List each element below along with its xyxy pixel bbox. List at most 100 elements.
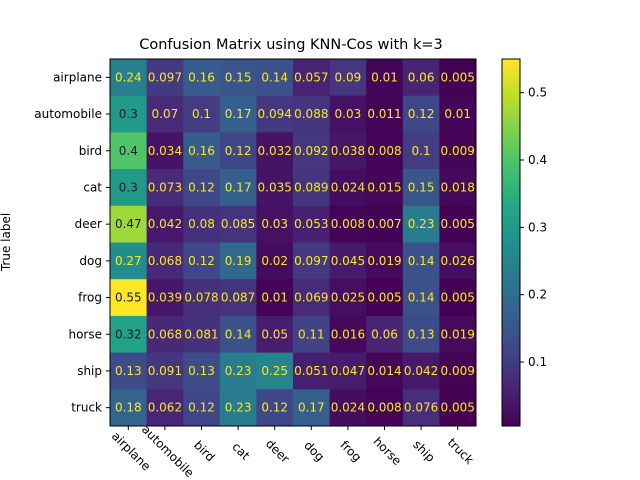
heatmap-cell-ship-airplane <box>110 352 148 390</box>
cell-value-deer-frog: 0.008 <box>331 217 365 231</box>
heatmap-cell-frog-deer <box>256 279 294 317</box>
cell-value-ship-truck: 0.009 <box>441 364 475 378</box>
x-tick-label-frog: frog <box>337 438 364 465</box>
colorbar-tick-label: 0.2 <box>528 288 547 302</box>
heatmap-cell-truck-horse <box>366 389 404 427</box>
heatmap-cell-truck-airplane <box>110 389 148 427</box>
cell-value-truck-ship: 0.076 <box>404 401 438 415</box>
y-tick-label-cat: cat <box>83 180 102 194</box>
heatmap-cell-cat-automobile <box>146 169 184 207</box>
heatmap-cell-airplane-automobile <box>146 59 184 97</box>
cell-value-automobile-deer: 0.094 <box>258 107 292 121</box>
cell-value-automobile-airplane: 0.3 <box>119 107 138 121</box>
cell-value-ship-bird: 0.13 <box>188 364 215 378</box>
cell-value-bird-dog: 0.092 <box>294 144 328 158</box>
cell-value-cat-frog: 0.024 <box>331 180 365 194</box>
heatmap-cell-frog-ship <box>402 279 440 317</box>
x-tick-label-horse: horse <box>371 434 405 468</box>
cell-value-automobile-truck: 0.01 <box>444 107 471 121</box>
heatmap-cell-automobile-ship <box>402 95 440 133</box>
cell-value-automobile-bird: 0.1 <box>192 107 211 121</box>
heatmap-cell-ship-automobile <box>146 352 184 390</box>
heatmap-cell-horse-dog <box>293 315 331 354</box>
cell-value-cat-truck: 0.018 <box>441 180 475 194</box>
heatmap-cell-labels: 0.24 0.097 0.16 0.15 0.14 0.057 0.09 0.01 0.06 0.… <box>115 70 475 414</box>
cell-value-bird-horse: 0.008 <box>367 144 401 158</box>
heatmap-cell-dog-deer <box>256 242 294 280</box>
cell-value-cat-automobile: 0.073 <box>148 180 182 194</box>
colorbar-tick-label: 0.3 <box>528 220 547 234</box>
cell-value-dog-automobile: 0.068 <box>148 254 182 268</box>
heatmap-cell-frog-dog <box>293 279 331 317</box>
heatmap-cell-airplane-frog <box>329 59 367 97</box>
heatmap-cell-horse-deer <box>256 315 294 354</box>
cell-value-dog-truck: 0.026 <box>441 254 475 268</box>
cell-value-ship-ship: 0.042 <box>404 364 438 378</box>
cell-value-horse-truck: 0.019 <box>441 327 475 341</box>
cell-value-cat-deer: 0.035 <box>258 180 292 194</box>
cell-value-deer-cat: 0.085 <box>221 217 255 231</box>
heatmap-cell-airplane-ship <box>402 59 440 97</box>
heatmap-cell-automobile-truck <box>439 95 477 133</box>
heatmap-cell-truck-automobile <box>146 389 184 427</box>
cell-value-truck-cat: 0.23 <box>225 401 252 415</box>
cell-value-airplane-ship: 0.06 <box>408 70 435 84</box>
cell-value-automobile-ship: 0.12 <box>408 107 435 121</box>
cell-value-bird-frog: 0.038 <box>331 144 365 158</box>
cell-value-deer-horse: 0.007 <box>367 217 401 231</box>
cell-value-cat-horse: 0.015 <box>367 180 401 194</box>
cell-value-airplane-truck: 0.005 <box>441 70 475 84</box>
heatmap-cell-cat-cat <box>219 169 257 207</box>
y-tick-label-bird: bird <box>79 144 102 158</box>
heatmap-cell-ship-ship <box>402 352 440 390</box>
heatmap-cell-dog-bird <box>183 242 221 280</box>
colorbar-ticks: 0.1 0.2 0.3 0.4 0.5 <box>520 86 547 369</box>
heatmap-cell-bird-truck <box>439 132 477 170</box>
heatmap-cell-dog-ship <box>402 242 440 280</box>
cell-value-frog-frog: 0.025 <box>331 291 365 305</box>
cell-value-ship-cat: 0.23 <box>225 364 252 378</box>
cell-value-horse-frog: 0.016 <box>331 327 365 341</box>
cell-value-cat-ship: 0.15 <box>408 180 435 194</box>
cell-value-frog-dog: 0.069 <box>294 291 328 305</box>
heatmap-cell-deer-airplane <box>110 205 148 243</box>
heatmap-cell-truck-bird <box>183 389 221 427</box>
cell-value-bird-deer: 0.032 <box>258 144 292 158</box>
cell-value-automobile-dog: 0.088 <box>294 107 328 121</box>
cell-value-airplane-bird: 0.16 <box>188 70 215 84</box>
cell-value-airplane-automobile: 0.097 <box>148 70 182 84</box>
heatmap-cell-automobile-deer <box>256 95 294 133</box>
heatmap-cell-bird-deer <box>256 132 294 170</box>
heatmap-cell-deer-frog <box>329 205 367 243</box>
cell-value-airplane-dog: 0.057 <box>294 70 328 84</box>
heatmap-cell-deer-bird <box>183 205 221 243</box>
chart-title: Confusion Matrix using KNN-Cos with k=3 <box>139 37 443 53</box>
cell-value-airplane-frog: 0.09 <box>335 70 362 84</box>
cell-value-dog-cat: 0.19 <box>225 254 252 268</box>
heatmap-cell-dog-dog <box>293 242 331 280</box>
cell-value-ship-airplane: 0.13 <box>115 364 142 378</box>
heatmap-cell-ship-deer <box>256 352 294 390</box>
heatmap-cell-ship-bird <box>183 352 221 390</box>
heatmap-cell-deer-cat <box>219 205 257 243</box>
cell-value-deer-dog: 0.053 <box>294 217 328 231</box>
cell-value-ship-frog: 0.047 <box>331 364 365 378</box>
y-tick-label-truck: truck <box>71 401 102 415</box>
heatmap-cell-cat-frog <box>329 169 367 207</box>
heatmap-cell-truck-ship <box>402 389 440 427</box>
cell-value-cat-airplane: 0.3 <box>119 180 138 194</box>
heatmap-cell-dog-cat <box>219 242 257 280</box>
cell-value-horse-horse: 0.06 <box>371 327 398 341</box>
heatmap-cell-deer-dog <box>293 205 331 243</box>
heatmap-cell-ship-dog <box>293 352 331 390</box>
cell-value-ship-dog: 0.051 <box>294 364 328 378</box>
heatmap-cell-airplane-dog <box>293 59 331 97</box>
cell-value-deer-ship: 0.23 <box>408 217 435 231</box>
y-axis-ticks: airplane automobile bird cat deer dog frog hors… <box>34 70 110 415</box>
cell-value-truck-airplane: 0.18 <box>115 401 142 415</box>
heatmap-cell-cat-horse <box>366 169 404 207</box>
y-tick-label-frog: frog <box>78 291 102 305</box>
heatmap-cell-bird-ship <box>402 132 440 170</box>
heatmap-cell-horse-bird <box>183 315 221 354</box>
cell-value-dog-frog: 0.045 <box>331 254 365 268</box>
